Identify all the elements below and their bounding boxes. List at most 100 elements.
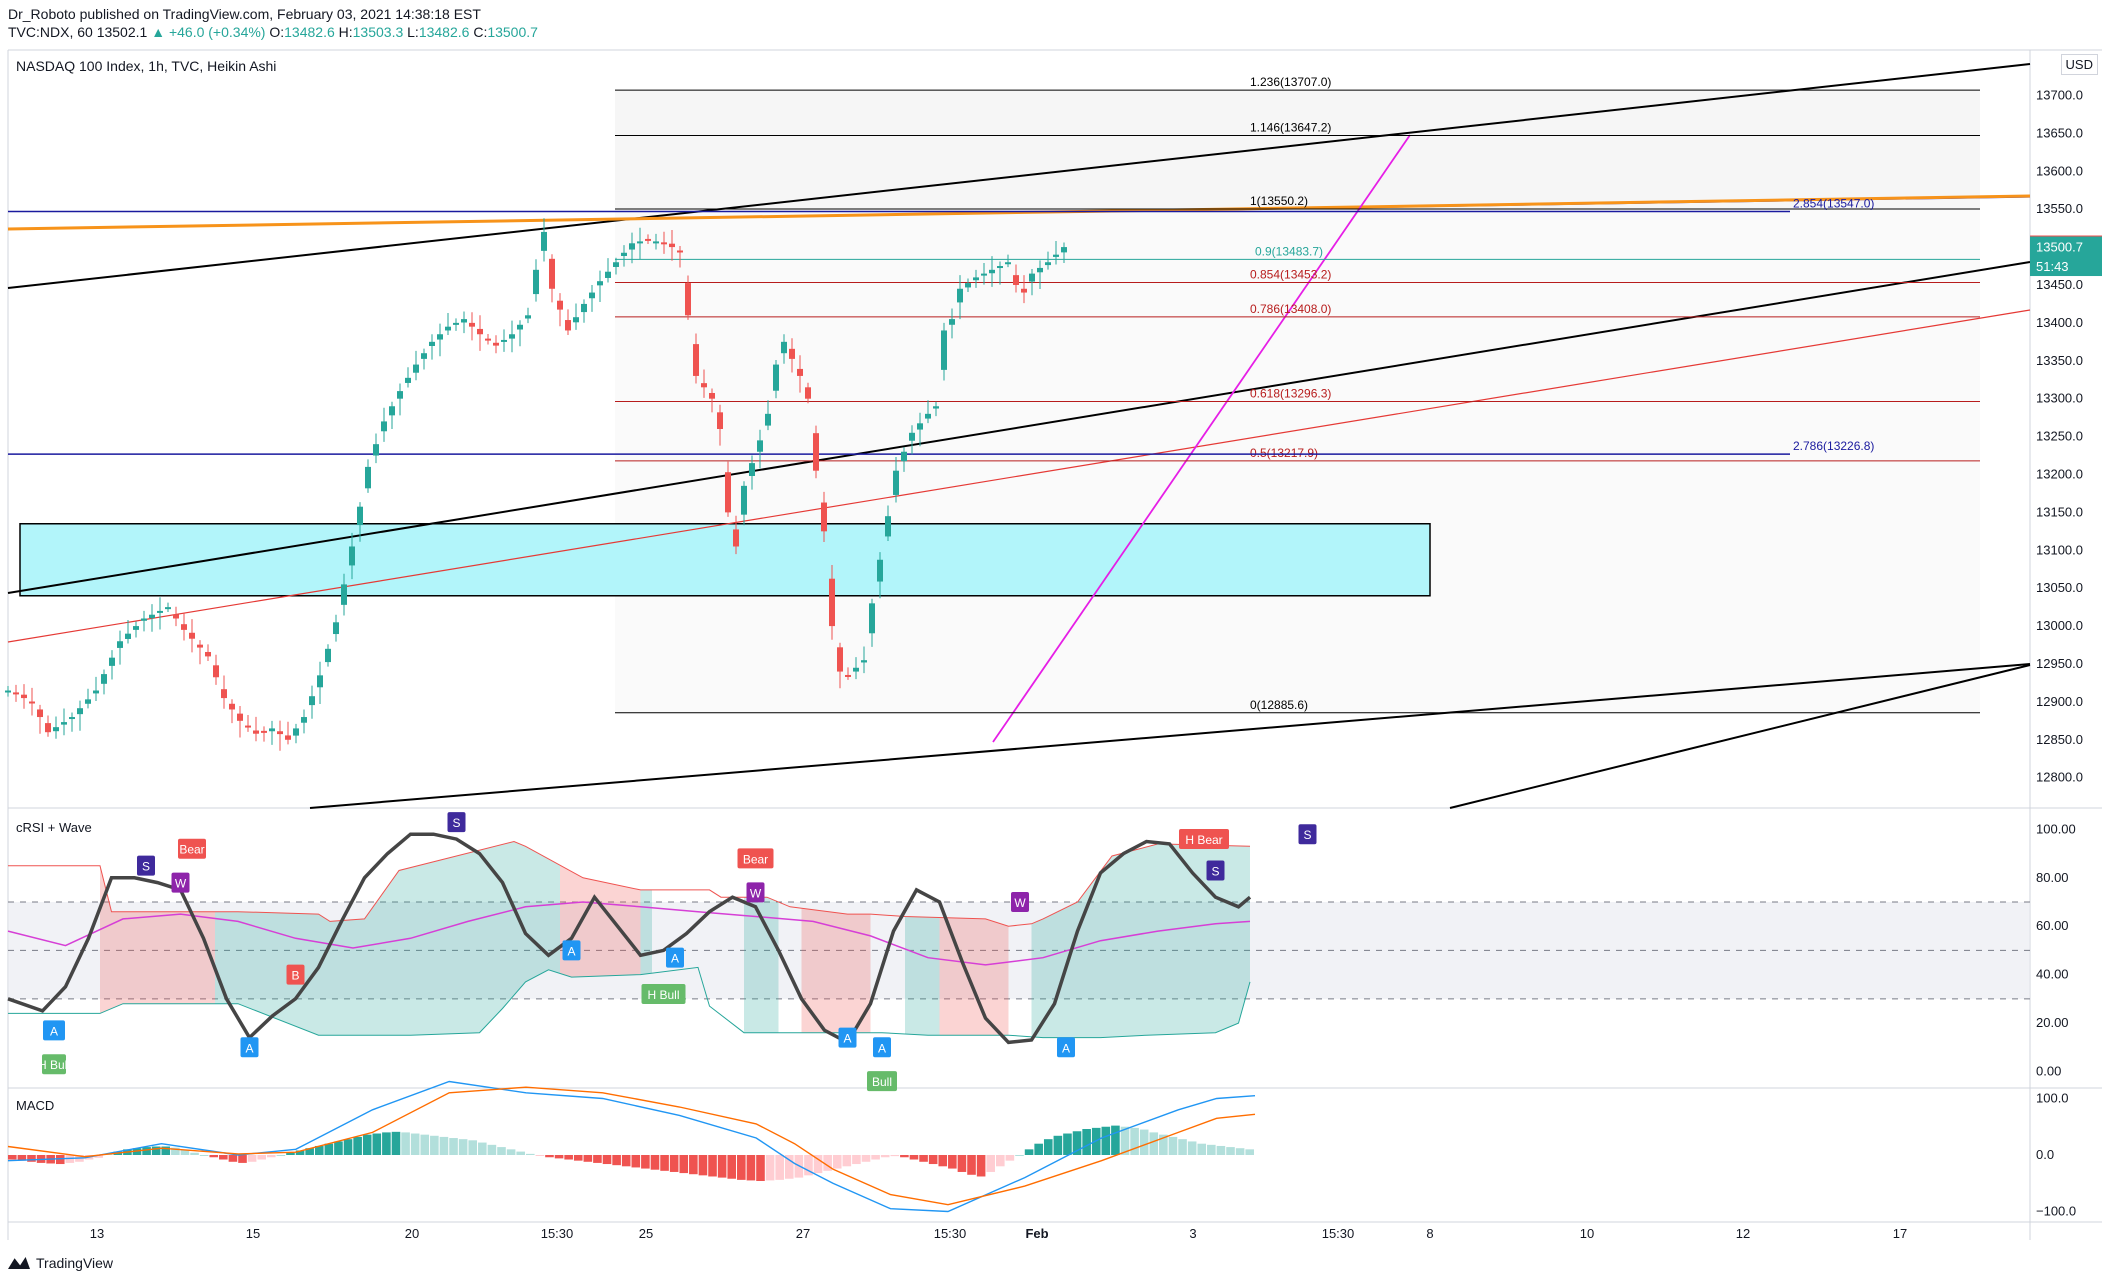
candle-body <box>997 266 1003 269</box>
candle-body <box>605 271 611 278</box>
time-tick-label: 15:30 <box>541 1226 574 1241</box>
low-label: L: <box>407 24 419 40</box>
candle-body <box>613 262 619 267</box>
macd-histogram-bar <box>669 1155 679 1172</box>
candle-body <box>925 413 931 419</box>
candle-body <box>429 341 435 346</box>
candle-body <box>133 626 139 630</box>
crsi-band-fill <box>100 865 215 1014</box>
signal-marker-label: Bull <box>872 1075 892 1089</box>
signal-marker <box>171 872 190 893</box>
candle-body <box>973 277 979 281</box>
macd-histogram-bar <box>257 1155 266 1160</box>
macd-histogram-bar <box>928 1155 938 1165</box>
macd-histogram-bar <box>209 1155 219 1158</box>
crsi-title: cRSI + Wave <box>16 820 92 835</box>
macd-histogram-bar <box>478 1142 487 1155</box>
macd-histogram-bar <box>362 1134 372 1155</box>
macd-histogram-bar <box>151 1146 161 1155</box>
macd-tick-label: 0.0 <box>2036 1147 2054 1162</box>
candle-body <box>381 421 387 432</box>
candle-body <box>741 485 747 515</box>
candle-body <box>253 730 259 734</box>
candle-body <box>853 667 859 672</box>
signal-marker <box>1179 829 1229 850</box>
candle-body <box>701 383 707 388</box>
open-value: 13482.6 <box>284 24 335 40</box>
signal-marker <box>137 855 155 876</box>
candle-body <box>293 728 299 736</box>
signal-marker <box>286 964 305 985</box>
candle-body <box>277 731 283 735</box>
candle-body <box>53 727 59 732</box>
macd-histogram-bar <box>957 1155 967 1172</box>
candle-body <box>285 735 291 740</box>
macd-histogram-bar <box>1216 1145 1226 1155</box>
crsi-band-fill <box>215 911 330 1036</box>
macd-histogram-bar <box>8 1155 17 1160</box>
candle-body <box>941 330 947 370</box>
price-tick-label: 13450.0 <box>2036 277 2083 292</box>
candle-body <box>365 466 371 489</box>
macd-histogram-bar <box>1207 1144 1216 1155</box>
macd-histogram-bar <box>832 1155 842 1169</box>
macd-histogram-bar <box>813 1155 823 1174</box>
macd-histogram-bar <box>295 1150 305 1155</box>
candle-body <box>341 584 347 605</box>
price-tick-label: 13550.0 <box>2036 201 2083 216</box>
macd-histogram-bar <box>391 1131 401 1155</box>
candle-body <box>93 690 99 694</box>
macd-histogram-bar <box>305 1148 314 1155</box>
signal-marker <box>43 1020 65 1041</box>
candle-body <box>693 344 699 376</box>
macd-tick-label: −100.0 <box>2036 1204 2076 1219</box>
candle-body <box>349 546 355 566</box>
macd-histogram-bar <box>190 1152 199 1155</box>
macd-histogram-bar <box>266 1155 276 1158</box>
macd-histogram-bar <box>449 1138 458 1155</box>
candle-body <box>669 243 675 248</box>
currency-button[interactable]: USD <box>2060 54 2098 75</box>
fib-level-label: 1.236(13707.0) <box>1250 75 1331 89</box>
macd-histogram-bar <box>554 1155 564 1159</box>
candle-body <box>21 694 27 699</box>
candle-body <box>141 618 147 621</box>
macd-histogram-bar <box>717 1155 727 1178</box>
macd-histogram-bar <box>506 1149 516 1155</box>
candle-body <box>485 338 491 341</box>
brand[interactable]: TradingView <box>8 1255 113 1271</box>
candle-body <box>765 413 771 426</box>
candle-body <box>437 334 443 340</box>
price-tick-label: 12800.0 <box>2036 770 2083 785</box>
candle-body <box>533 269 539 295</box>
candle-body <box>61 722 67 725</box>
macd-histogram-bar <box>890 1155 900 1157</box>
macd-histogram-bar <box>1187 1141 1197 1155</box>
macd-histogram-bar <box>967 1155 976 1175</box>
signal-marker-label: A <box>1062 1041 1070 1055</box>
extension-label: 2.786(13226.8) <box>1793 439 1874 453</box>
macd-histogram-bar <box>938 1155 948 1167</box>
macd-histogram-bar <box>976 1155 986 1177</box>
crsi-band-fill <box>640 889 652 975</box>
macd-histogram-bar <box>679 1155 689 1174</box>
macd-histogram-bar <box>1005 1155 1015 1161</box>
orange-resistance-line <box>7 194 2031 231</box>
macd-histogram-bar <box>410 1133 420 1155</box>
candle-body <box>653 241 659 244</box>
macd-histogram-bar <box>948 1155 957 1169</box>
candle-body <box>85 699 91 704</box>
candle-body <box>205 651 211 657</box>
candle-body <box>389 406 395 416</box>
price-label-bg <box>2030 256 2102 277</box>
signal-marker-label: Bear <box>743 852 768 866</box>
tradingview-logo-icon <box>8 1257 30 1269</box>
macd-histogram-bar <box>1034 1143 1043 1155</box>
candle-body <box>549 258 555 289</box>
signal-marker <box>240 1037 259 1058</box>
candle-body <box>421 353 427 359</box>
crsi-tick-label: 0.00 <box>2036 1063 2061 1078</box>
macd-histogram-bar <box>353 1136 362 1155</box>
candle-body <box>69 717 75 720</box>
